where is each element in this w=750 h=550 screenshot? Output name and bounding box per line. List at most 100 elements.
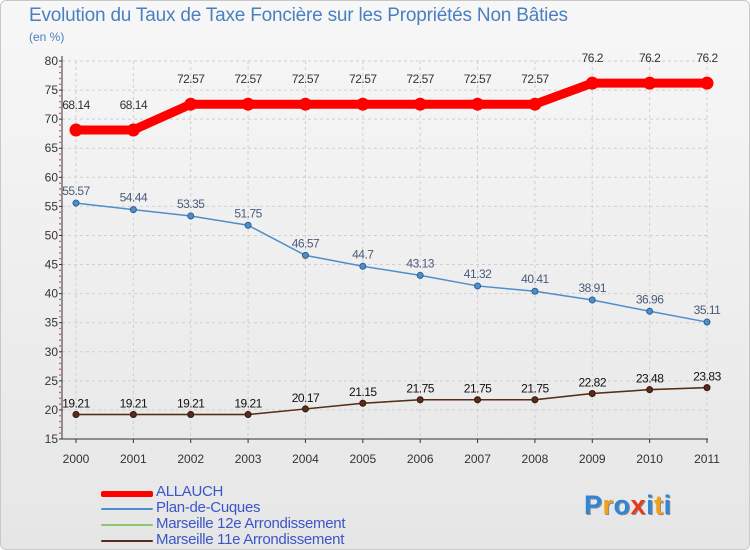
- y-minor-tick: [59, 182, 61, 184]
- logo-letter: P: [584, 490, 603, 520]
- y-minor-tick: [59, 211, 61, 213]
- y-minor-tick: [59, 339, 61, 341]
- data-point-allauch: [471, 97, 485, 111]
- data-label-plan-de-cuques: 51.75: [234, 206, 262, 220]
- data-label-plan-de-cuques: 36.96: [636, 292, 664, 306]
- data-point-plan-de-cuques: [416, 271, 424, 279]
- data-label-plan-de-cuques: 43.13: [406, 256, 434, 270]
- y-minor-tick: [59, 362, 61, 365]
- y-minor-tick: [59, 304, 61, 307]
- y-minor-tick: [59, 327, 61, 330]
- y-minor-tick: [59, 397, 61, 400]
- data-point-allauch: [356, 97, 370, 111]
- data-point-plan-de-cuques: [187, 212, 195, 220]
- y-minor-tick: [59, 124, 61, 126]
- data-point-plan-de-cuques: [129, 206, 137, 214]
- legend-swatch-marseille-11e: [101, 540, 153, 542]
- x-tick-label: 2010: [636, 452, 663, 466]
- y-minor-tick: [59, 77, 61, 80]
- x-tick-label: 2003: [235, 452, 262, 466]
- y-minor-tick: [59, 391, 61, 394]
- data-label-allauch: 72.57: [406, 72, 434, 86]
- legend-label-marseille-12e: Marseille 12e Arrondissement: [156, 515, 346, 532]
- data-point-allauch: [528, 97, 542, 111]
- y-minor-tick: [59, 141, 61, 144]
- y-minor-tick: [59, 71, 61, 74]
- logo-letter: i: [663, 490, 672, 520]
- data-point-allauch: [241, 97, 255, 111]
- data-label-allauch: 72.57: [521, 72, 549, 86]
- legend-swatch-allauch: [101, 491, 153, 497]
- y-minor-tick: [59, 426, 61, 429]
- data-point-allauch: [643, 76, 657, 90]
- y-minor-tick: [59, 199, 61, 202]
- y-minor-tick: [59, 257, 61, 260]
- data-point-plan-de-cuques: [474, 282, 482, 290]
- data-point-marseille-11e: [703, 384, 711, 392]
- y-tick-label: 50: [45, 228, 59, 242]
- y-axis-unit-label: (en %): [29, 30, 65, 44]
- y-minor-tick: [59, 316, 61, 318]
- y-tick-label: 75: [45, 83, 59, 97]
- y-minor-tick: [59, 275, 61, 277]
- data-point-allauch: [585, 76, 599, 90]
- data-label-marseille-11e: 19.21: [234, 397, 262, 411]
- y-minor-tick: [59, 240, 61, 243]
- data-label-plan-de-cuques: 35.11: [694, 303, 721, 317]
- y-minor-tick: [59, 432, 61, 434]
- y-minor-tick: [59, 246, 61, 248]
- data-point-plan-de-cuques: [301, 251, 309, 259]
- data-label-plan-de-cuques: 46.57: [292, 236, 320, 250]
- data-label-allauch: 72.57: [349, 72, 377, 86]
- y-minor-tick: [59, 333, 61, 336]
- data-label-marseille-11e: 19.21: [120, 397, 148, 411]
- y-minor-tick: [59, 112, 61, 115]
- data-point-allauch: [126, 123, 140, 137]
- y-minor-tick: [59, 95, 61, 97]
- data-label-plan-de-cuques: 40.41: [521, 272, 549, 286]
- x-tick-label: 2011: [694, 452, 720, 466]
- legend-swatch-marseille-12e: [101, 524, 153, 526]
- y-minor-tick: [59, 345, 61, 347]
- x-tick-label: 2000: [63, 452, 90, 466]
- proxiti-logo: Proxiti: [584, 490, 672, 521]
- legend-label-allauch: ALLAUCH: [156, 483, 224, 500]
- series-line-allauch: [71, 78, 712, 135]
- data-label-marseille-11e: 21.75: [406, 382, 434, 396]
- data-label-allauch: 72.57: [292, 72, 320, 86]
- data-point-marseille-11e: [301, 405, 309, 413]
- y-tick-label: 20: [45, 403, 59, 417]
- data-label-marseille-11e: 21.15: [349, 385, 377, 399]
- y-tick-label: 25: [45, 374, 59, 388]
- data-point-allauch: [413, 97, 427, 111]
- y-tick-label: 70: [45, 112, 59, 126]
- data-label-marseille-11e: 21.75: [521, 382, 549, 396]
- y-minor-tick: [59, 170, 61, 173]
- data-label-marseille-11e: 20.17: [292, 391, 320, 405]
- data-point-marseille-11e: [244, 411, 252, 419]
- data-label-plan-de-cuques: 44.7: [352, 247, 374, 261]
- y-minor-tick: [59, 106, 61, 109]
- x-tick-label: 2001: [120, 452, 147, 466]
- x-tick-label: 2009: [579, 452, 606, 466]
- data-point-allauch: [298, 97, 312, 111]
- data-label-allauch: 72.57: [234, 72, 262, 86]
- y-minor-tick: [59, 164, 61, 167]
- data-label-plan-de-cuques: 54.44: [120, 191, 148, 205]
- data-label-allauch: 72.57: [464, 72, 492, 86]
- y-tick-label: 60: [45, 170, 59, 184]
- data-point-marseille-11e: [359, 399, 367, 407]
- logo-letter: r: [602, 490, 614, 520]
- data-label-plan-de-cuques: 41.32: [464, 267, 492, 281]
- y-minor-tick: [59, 135, 61, 138]
- data-label-marseille-11e: 21.75: [464, 382, 492, 396]
- y-tick-label: 55: [45, 199, 59, 213]
- y-minor-tick: [59, 159, 61, 161]
- x-tick-label: 2008: [522, 452, 549, 466]
- y-minor-tick: [59, 100, 61, 103]
- y-minor-tick: [59, 310, 61, 312]
- y-minor-tick: [59, 228, 61, 231]
- data-label-marseille-11e: 19.21: [177, 397, 205, 411]
